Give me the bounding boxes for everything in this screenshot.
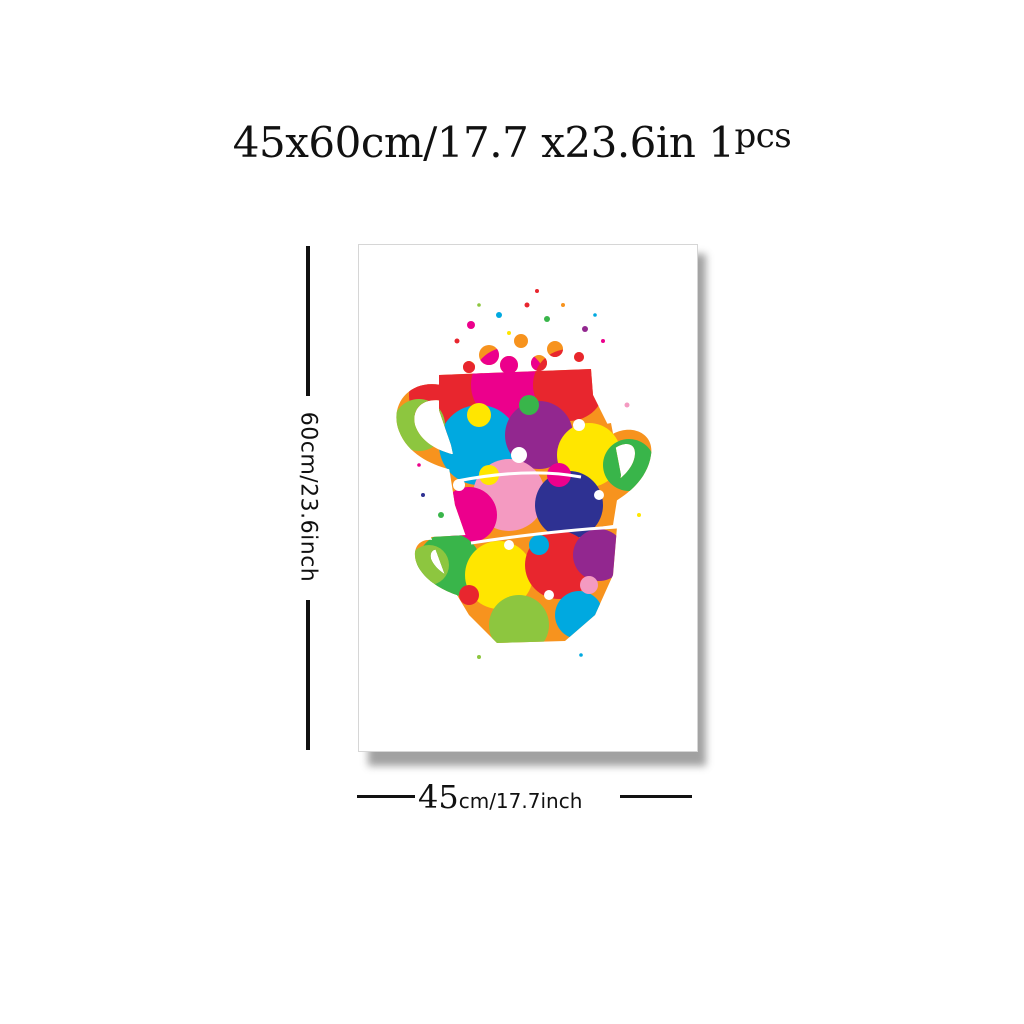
- width-number: 45: [418, 778, 459, 816]
- width-dimension-line-right: [620, 795, 692, 798]
- height-dimension-line-bottom: [306, 600, 310, 750]
- size-title: 45x60cm/17.7 x23.6in 1pcs: [0, 116, 1024, 167]
- width-dimension-line-left: [357, 795, 415, 798]
- teacups-artwork: [396, 289, 652, 659]
- quantity-unit: pcs: [734, 116, 792, 156]
- quantity-number: 1: [708, 118, 735, 167]
- size-text: 45x60cm/17.7 x23.6in: [232, 118, 696, 167]
- splatter-dots: [417, 289, 641, 659]
- cups-fill: [396, 334, 652, 643]
- height-dimension-line-top: [306, 246, 310, 396]
- canvas-print: [358, 244, 698, 752]
- width-label: 45cm/17.7inch: [418, 778, 582, 816]
- height-label: 60cm/23.6inch: [295, 411, 321, 583]
- cup-rims: [456, 471, 618, 545]
- width-unit: cm/17.7inch: [458, 789, 583, 813]
